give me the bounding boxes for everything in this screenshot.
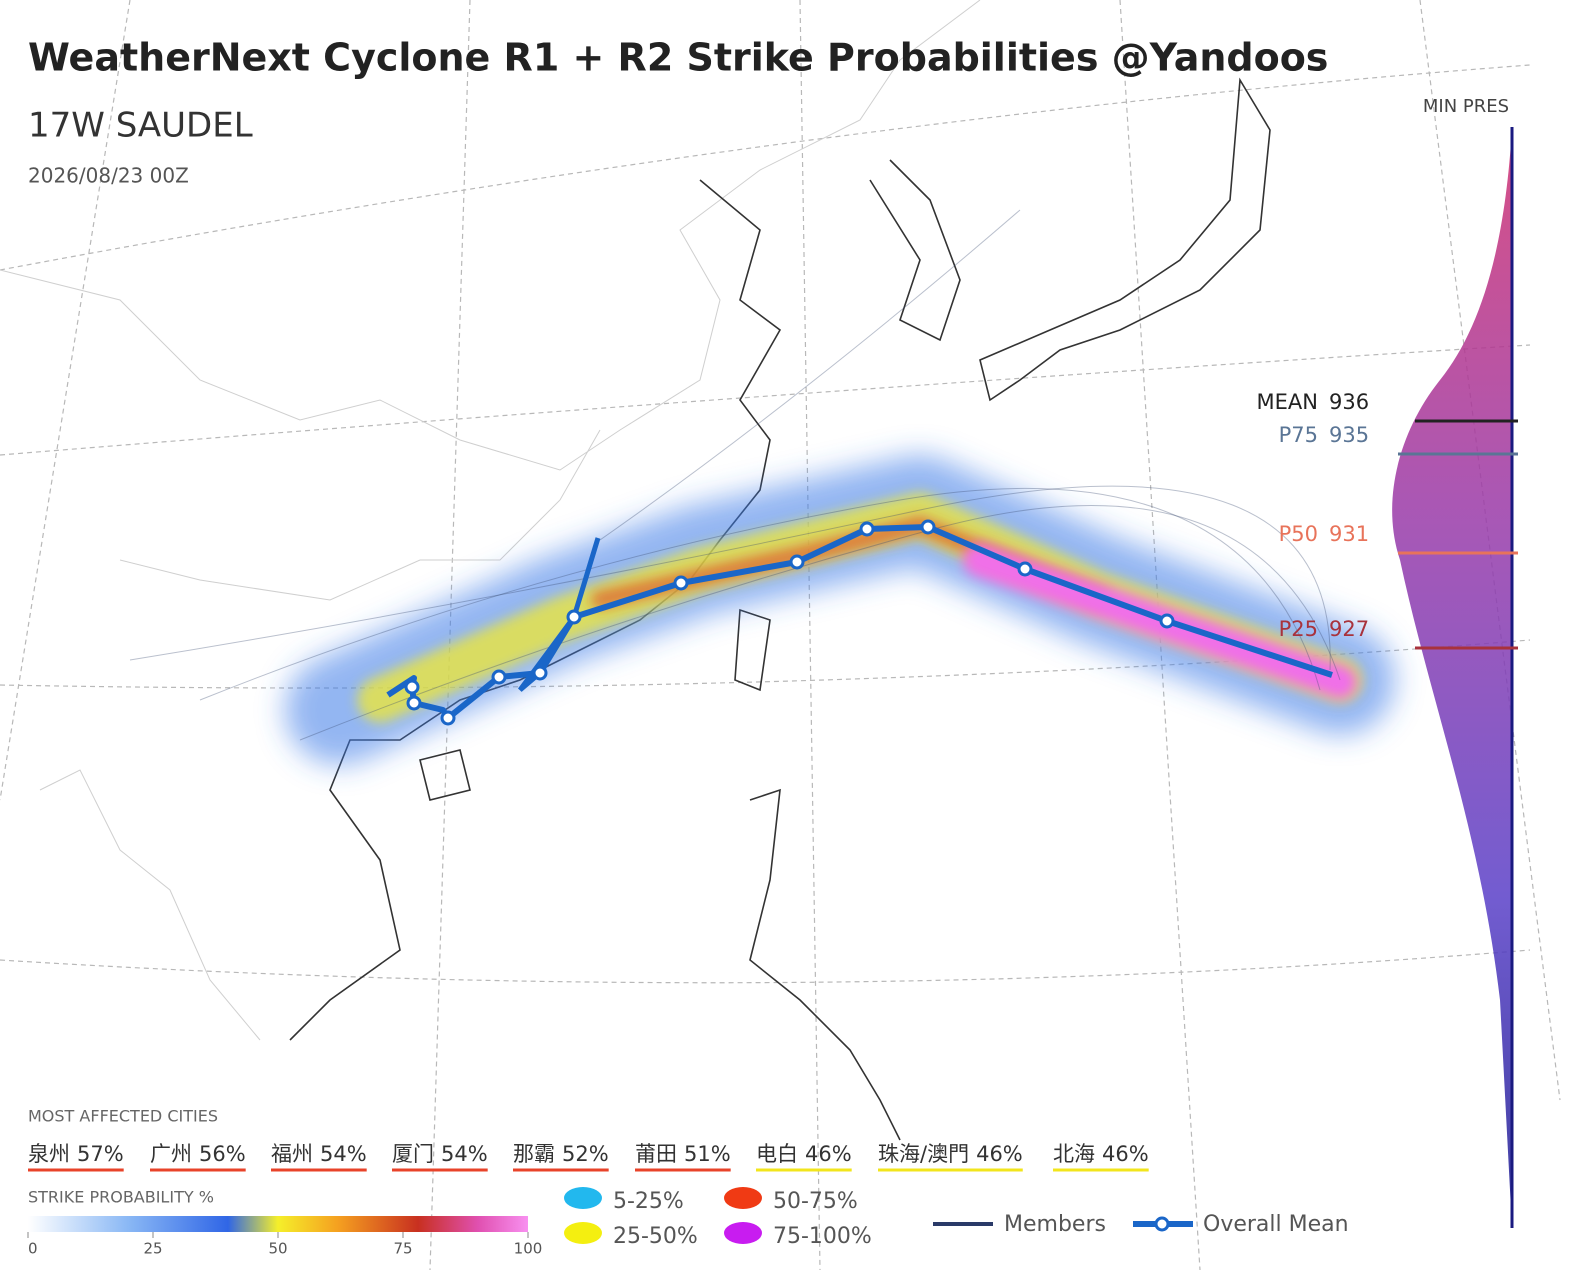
colorbar-tick-label: 50 xyxy=(268,1240,287,1258)
stat-value: 931 xyxy=(1329,522,1369,546)
city-name: 福州 xyxy=(271,1142,313,1166)
colorbar xyxy=(28,1216,528,1232)
class-label: 75-100% xyxy=(773,1224,872,1249)
init-time: 2026/08/23 00Z xyxy=(28,164,189,188)
lines-legend xyxy=(933,1216,1193,1232)
city-prob: 52% xyxy=(562,1142,609,1166)
strike-prob-label: STRIKE PROBABILITY % xyxy=(28,1188,214,1207)
class-swatch xyxy=(564,1222,602,1244)
min-pres-label: MIN PRES xyxy=(1423,96,1509,117)
colorbar-tick-label: 100 xyxy=(514,1240,543,1258)
city-name: 北海 xyxy=(1053,1142,1095,1166)
storm-name: 17W SAUDEL xyxy=(28,106,253,146)
city-prob: 57% xyxy=(77,1142,124,1166)
overall-mean-track xyxy=(386,519,1333,726)
stat-name: P50 xyxy=(1279,522,1318,546)
city-name: 珠海/澳門 xyxy=(878,1142,969,1166)
city-name: 莆田 xyxy=(635,1142,677,1166)
class-swatch xyxy=(724,1187,762,1209)
city-prob: 51% xyxy=(684,1142,731,1166)
title: WeatherNext Cyclone R1 + R2 Strike Proba… xyxy=(28,36,1328,80)
city-name: 厦门 xyxy=(392,1142,434,1166)
city-prob: 54% xyxy=(441,1142,488,1166)
stat-name: P25 xyxy=(1279,617,1318,641)
city-prob: 46% xyxy=(805,1142,852,1166)
mean-label: Overall Mean xyxy=(1203,1212,1349,1237)
city-prob: 56% xyxy=(199,1142,246,1166)
members-label: Members xyxy=(1004,1212,1106,1237)
city-name: 那霸 xyxy=(513,1142,555,1166)
class-swatch xyxy=(564,1187,602,1209)
class-label: 50-75% xyxy=(773,1189,858,1214)
class-swatch xyxy=(724,1222,762,1244)
city-name: 广州 xyxy=(150,1142,192,1166)
stat-value: 936 xyxy=(1329,390,1369,414)
borders xyxy=(0,0,981,1041)
colorbar-tick-label: 0 xyxy=(28,1240,38,1258)
stat-value: 935 xyxy=(1329,423,1369,447)
stat-value: 927 xyxy=(1329,617,1369,641)
city-name: 电白 xyxy=(756,1142,798,1166)
city-prob: 46% xyxy=(1102,1142,1149,1166)
city-prob: 46% xyxy=(976,1142,1023,1166)
colorbar-tick-label: 75 xyxy=(393,1240,412,1258)
pressure-distribution xyxy=(1392,127,1514,1228)
stat-name: MEAN xyxy=(1257,390,1318,414)
colorbar-tick-label: 25 xyxy=(143,1240,162,1258)
class-label: 25-50% xyxy=(613,1224,698,1249)
cities-label: MOST AFFECTED CITIES xyxy=(28,1107,218,1126)
city-name: 泉州 xyxy=(28,1142,70,1166)
class-label: 5-25% xyxy=(613,1189,684,1214)
stat-name: P75 xyxy=(1279,423,1318,447)
city-prob: 54% xyxy=(320,1142,367,1166)
